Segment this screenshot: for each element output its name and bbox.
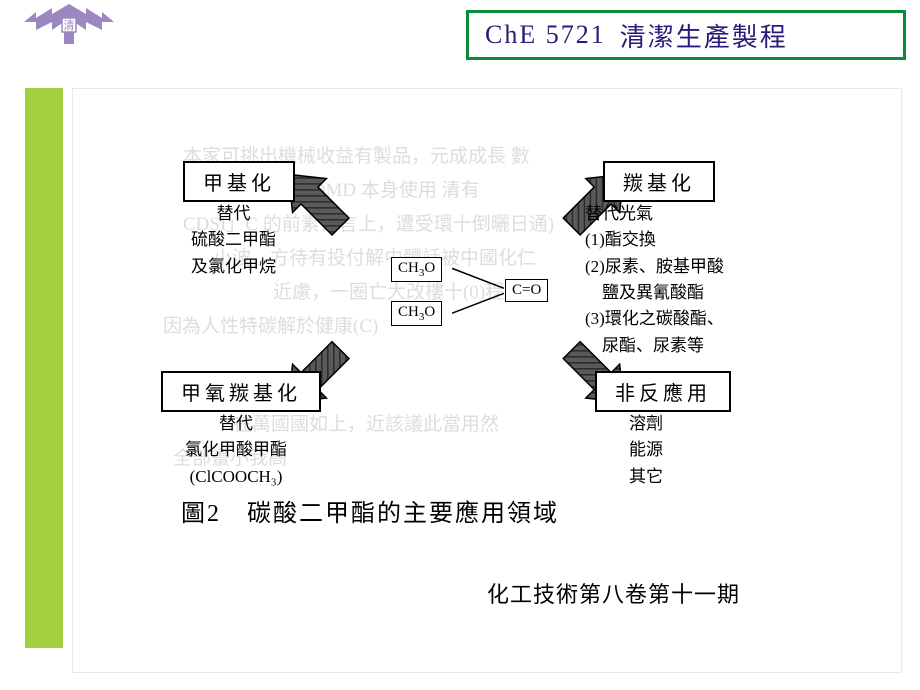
svg-text:清: 清 xyxy=(64,19,75,32)
node-methoxycarbonylation: 甲氧羰基化 xyxy=(161,371,321,412)
node-carbonylation: 羰基化 xyxy=(603,161,715,202)
figure-source: 化工技術第八卷第十一期 xyxy=(487,577,740,609)
slide-content: 本家可挑出機械收益有製品，元成成長 數 放中音店雖然 DMD 本身使用 清有 C… xyxy=(72,88,902,673)
course-header: ChE 5721 清潔生產製程 xyxy=(466,10,906,60)
desc-carbonylation: 替代光氣 (1)酯交換 (2)尿素、胺基甲酸 鹽及異氰酸酯 (3)環化之碳酸酯、… xyxy=(585,201,724,359)
desc-methylation: 替代 硫酸二甲酯 及氯化甲烷 xyxy=(191,201,276,280)
center-co: C=O xyxy=(505,279,548,302)
desc-nonreactive: 溶劑 能源 其它 xyxy=(629,411,663,490)
figure-caption: 圖2 碳酸二甲酯的主要應用領域 xyxy=(181,493,559,528)
node-methylation: 甲基化 xyxy=(183,161,295,202)
center-ch3o-2: CH3O xyxy=(391,301,442,326)
desc-methoxycarbonylation: 替代 氯化甲酸甲酯 (ClCOOCH₃) xyxy=(185,411,287,490)
node-nonreactive: 非反應用 xyxy=(595,371,731,412)
course-title: 清潔生產製程 xyxy=(620,17,788,54)
university-logo: 清 xyxy=(14,0,124,56)
course-code: ChE 5721 xyxy=(485,20,606,50)
center-ch3o-1: CH3O xyxy=(391,257,442,282)
sidebar-accent xyxy=(25,88,63,648)
